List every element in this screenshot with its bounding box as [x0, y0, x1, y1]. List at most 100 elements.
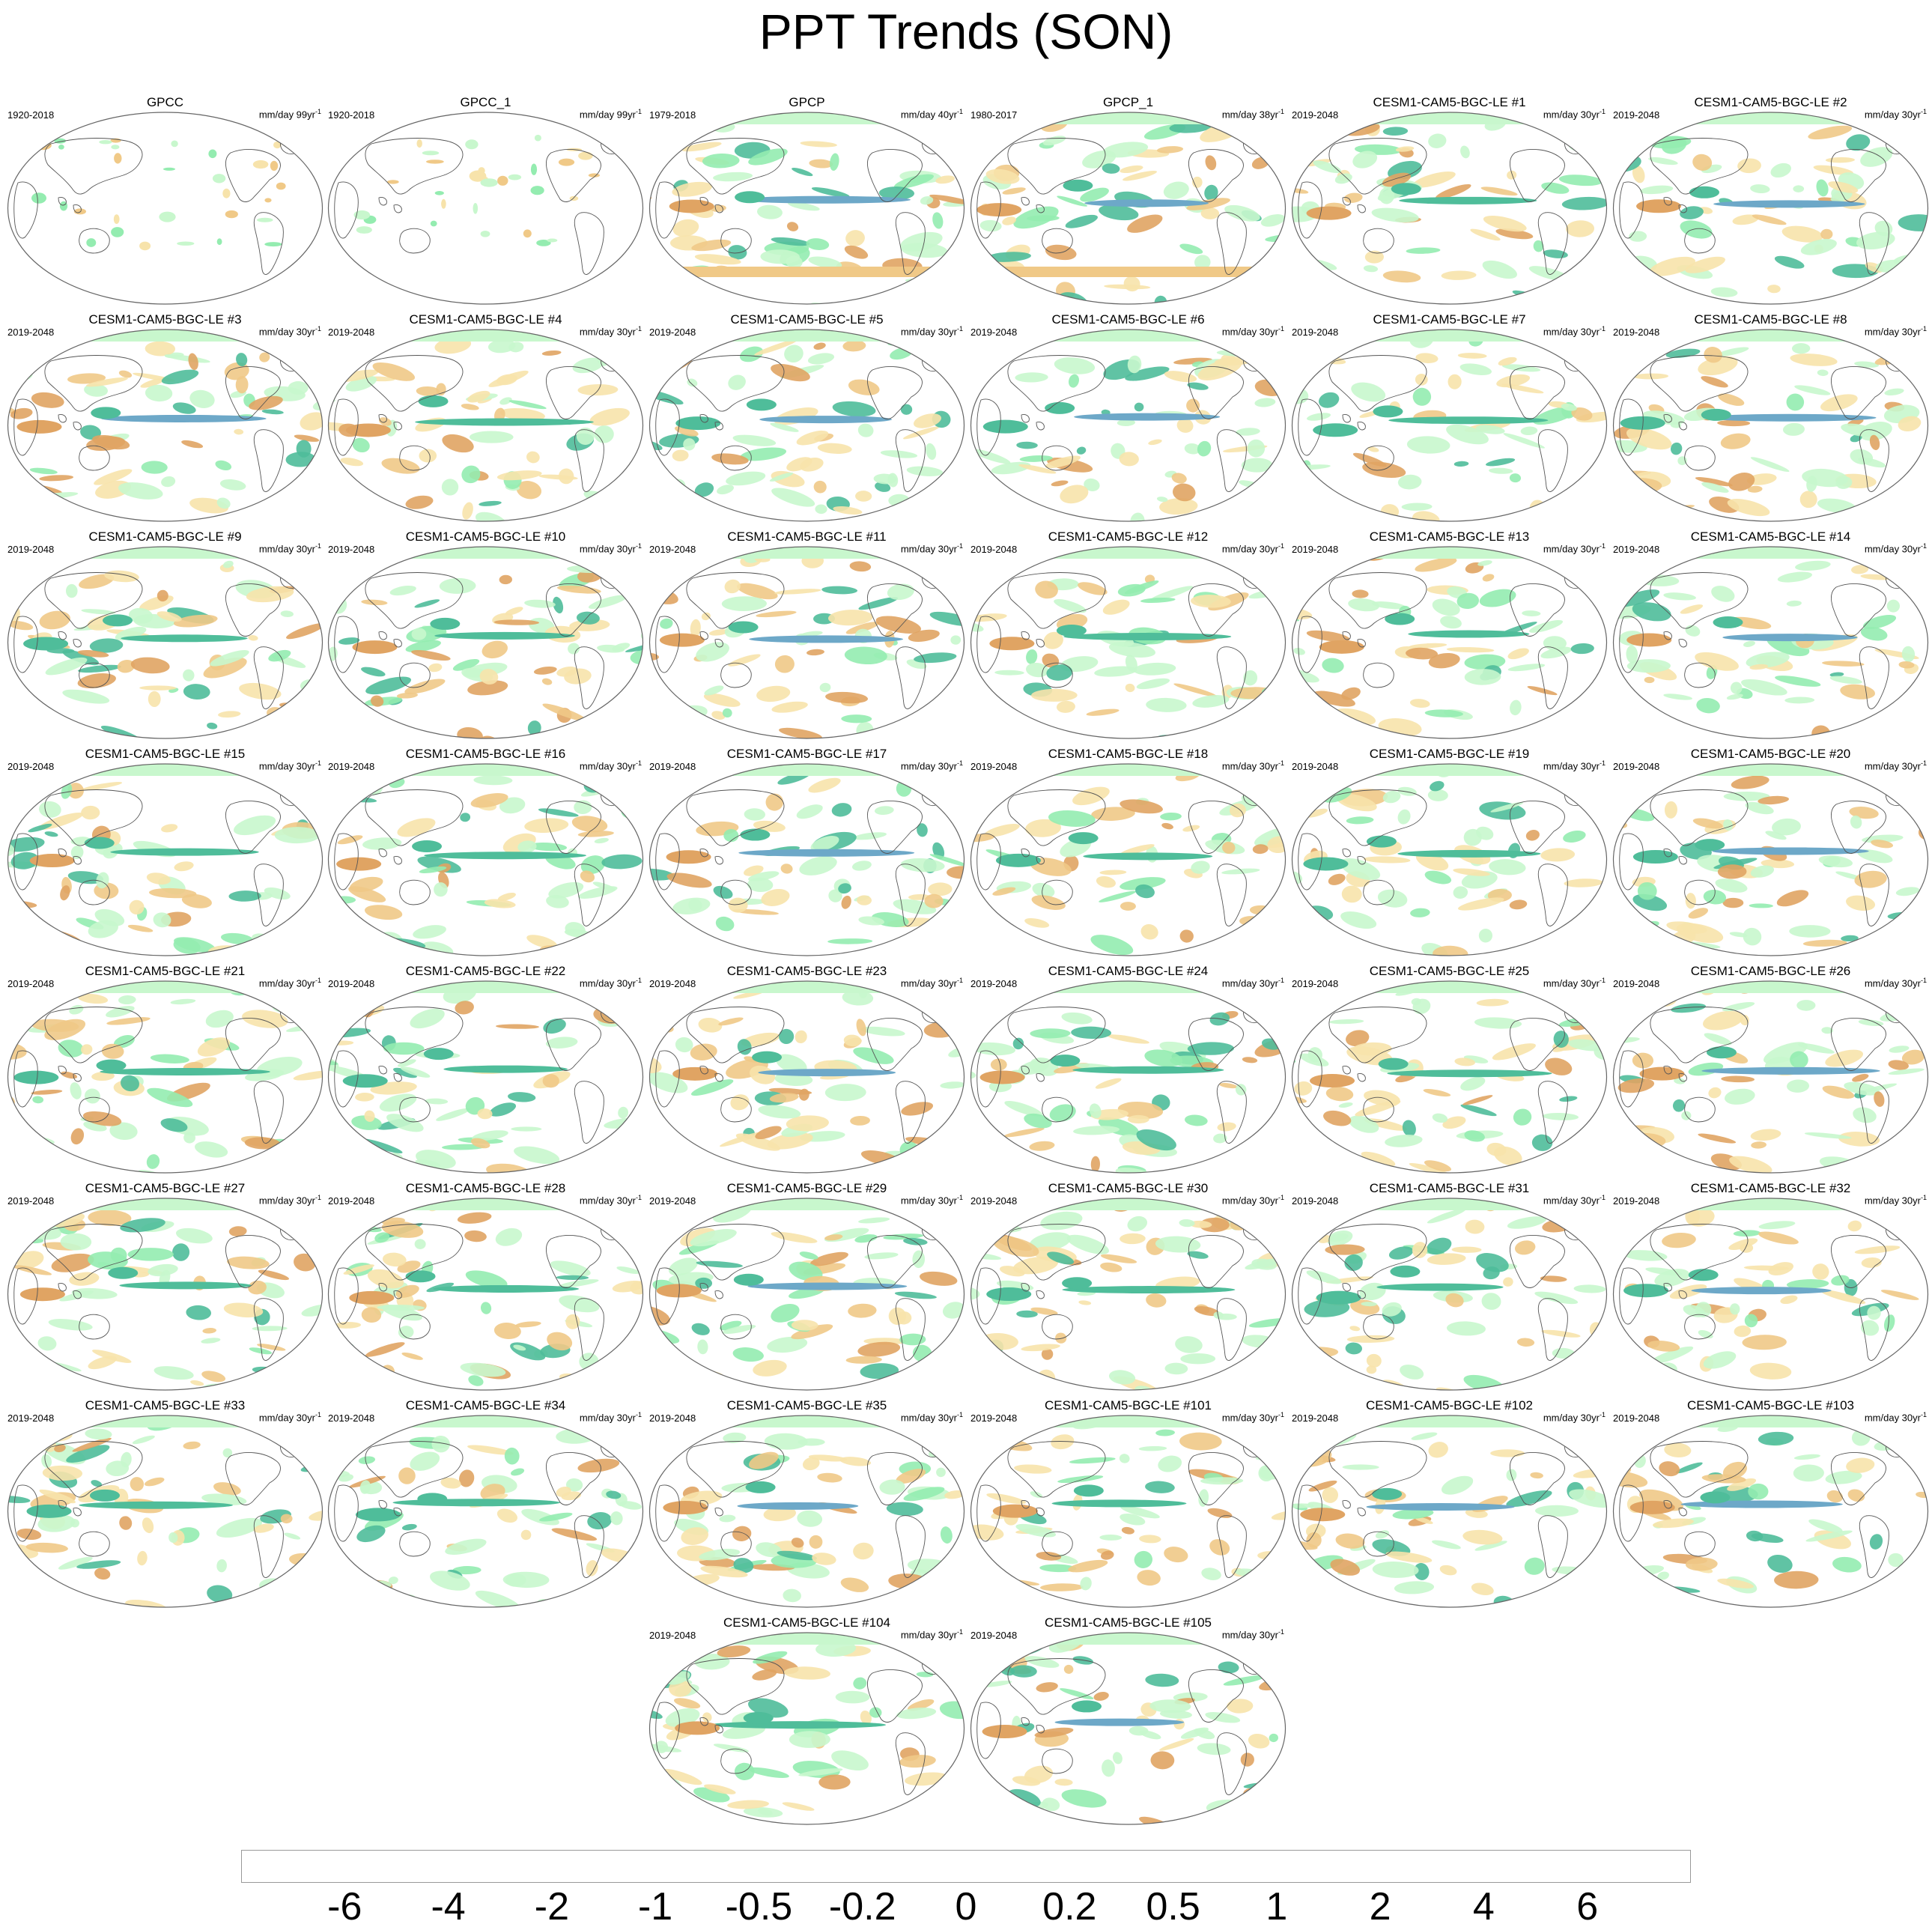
panel-units-exponent: -1 [315, 1411, 321, 1418]
panel-title: CESM1-CAM5-BGC-LE #13 [1369, 529, 1530, 544]
panel-units: mm/day 30yr-1 [259, 974, 321, 989]
panel-title: CESM1-CAM5-BGC-LE #29 [726, 1181, 887, 1195]
panel-title: CESM1-CAM5-BGC-LE #101 [1045, 1398, 1212, 1412]
panel-units: mm/day 40yr-1 [901, 106, 963, 121]
world-map [7, 329, 323, 522]
panel-units: mm/day 99yr-1 [259, 106, 321, 121]
panel-units-text: mm/day 99yr [258, 109, 315, 121]
panel-period: 2019-2048 [7, 544, 55, 555]
colorbar-tick-label: -0.2 [828, 1885, 896, 1929]
panel-period: 2019-2048 [1613, 1412, 1660, 1424]
panel-units: mm/day 30yr-1 [259, 540, 321, 555]
panel-title: CESM1-CAM5-BGC-LE #3 [88, 312, 242, 327]
panel-period: 2019-2048 [7, 1195, 55, 1207]
panel-units-exponent: -1 [1920, 977, 1927, 984]
panel-units-text: mm/day 30yr [900, 1629, 957, 1641]
panel-units-exponent: -1 [1599, 108, 1606, 115]
panel-title: CESM1-CAM5-BGC-LE #25 [1369, 964, 1530, 978]
world-map [1291, 980, 1608, 1174]
map-panel: CESM1-CAM5-BGC-LE #33 2019-2048 mm/day 30y… [6, 1398, 324, 1611]
panel-units: mm/day 30yr-1 [901, 974, 963, 989]
colorbar-tick-label: 6 [1576, 1885, 1599, 1929]
panel-units: mm/day 99yr-1 [580, 106, 642, 121]
panel-units: mm/day 30yr-1 [1543, 1192, 1606, 1207]
panel-units: mm/day 30yr-1 [1222, 1192, 1284, 1207]
panel-units: mm/day 30yr-1 [1543, 1409, 1606, 1424]
panel-units-exponent: -1 [1278, 1628, 1284, 1636]
colorbar-tick-label: 0 [955, 1885, 977, 1929]
panel-units-text: mm/day 30yr [579, 543, 636, 555]
panel-title: CESM1-CAM5-BGC-LE #7 [1373, 312, 1526, 327]
panel-units-text: mm/day 30yr [1221, 1195, 1278, 1207]
panel-title: CESM1-CAM5-BGC-LE #27 [85, 1181, 246, 1195]
map-panel: CESM1-CAM5-BGC-LE #10 2019-2048 mm/day 30y… [326, 529, 645, 742]
colorbar [241, 1850, 1691, 1883]
panel-period: 2019-2048 [328, 327, 375, 338]
panel-period: 2019-2048 [649, 1195, 696, 1207]
panel-title: CESM1-CAM5-BGC-LE #30 [1048, 1181, 1209, 1195]
panel-units: mm/day 30yr-1 [580, 1409, 642, 1424]
world-map [327, 1198, 644, 1391]
panel-units-exponent: -1 [1278, 108, 1284, 115]
panel-units-exponent: -1 [635, 108, 642, 115]
panel-units: mm/day 30yr-1 [580, 1192, 642, 1207]
panel-title: CESM1-CAM5-BGC-LE #102 [1366, 1398, 1533, 1412]
colorbar-tick-label: -6 [327, 1885, 362, 1929]
panel-units-text: mm/day 30yr [579, 1412, 636, 1424]
world-map [327, 329, 644, 522]
panel-units: mm/day 30yr-1 [1543, 757, 1606, 772]
world-map [1291, 546, 1608, 739]
panel-title: CESM1-CAM5-BGC-LE #26 [1690, 964, 1851, 978]
panel-units: mm/day 30yr-1 [901, 1626, 963, 1641]
panel-period: 2019-2048 [1613, 978, 1660, 989]
panel-period: 2019-2048 [1613, 544, 1660, 555]
panel-units-exponent: -1 [315, 1194, 321, 1201]
world-map [1291, 329, 1608, 522]
panel-units-exponent: -1 [635, 325, 642, 333]
world-map [1612, 329, 1929, 522]
panel-title: CESM1-CAM5-BGC-LE #20 [1690, 747, 1851, 761]
world-map [648, 763, 965, 956]
map-panel: CESM1-CAM5-BGC-LE #19 2019-2048 mm/day 30y… [1290, 746, 1609, 959]
panel-title: CESM1-CAM5-BGC-LE #6 [1051, 312, 1205, 327]
panel-title: CESM1-CAM5-BGC-LE #23 [726, 964, 887, 978]
map-panel: CESM1-CAM5-BGC-LE #26 2019-2048 mm/day 30y… [1611, 963, 1930, 1177]
world-map [648, 1415, 965, 1608]
map-panel: CESM1-CAM5-BGC-LE #13 2019-2048 mm/day 30y… [1290, 529, 1609, 742]
panel-title: CESM1-CAM5-BGC-LE #18 [1048, 747, 1209, 761]
panel-units-exponent: -1 [956, 977, 963, 984]
panel-units-text: mm/day 30yr [1864, 543, 1921, 555]
panel-units-text: mm/day 30yr [1221, 1629, 1278, 1641]
panel-period: 2019-2048 [649, 327, 696, 338]
panel-units-exponent: -1 [1920, 759, 1927, 767]
panel-units-text: mm/day 30yr [900, 977, 957, 989]
panel-units-text: mm/day 30yr [1221, 1412, 1278, 1424]
panel-period: 2019-2048 [1292, 327, 1339, 338]
panel-units: mm/day 30yr-1 [1865, 1409, 1927, 1424]
panel-period: 2019-2048 [649, 761, 696, 772]
panel-title: CESM1-CAM5-BGC-LE #12 [1048, 529, 1209, 544]
map-panel: GPCP 1979-2018 mm/day 40yr-1 [648, 94, 966, 308]
panel-title: GPCP [789, 95, 825, 109]
panel-units-text: mm/day 30yr [579, 760, 636, 772]
panel-period: 2019-2048 [328, 761, 375, 772]
panel-period: 2019-2048 [7, 761, 55, 772]
panel-period: 2019-2048 [1292, 1195, 1339, 1207]
map-panel: CESM1-CAM5-BGC-LE #31 2019-2048 mm/day 30y… [1290, 1180, 1609, 1394]
panel-period: 2019-2048 [7, 1412, 55, 1424]
panel-units-exponent: -1 [1599, 759, 1606, 767]
map-panel: GPCC_1 1920-2018 mm/day 99yr-1 [326, 94, 645, 308]
panel-units-text: mm/day 30yr [1543, 109, 1600, 121]
world-map [970, 329, 1287, 522]
world-map [327, 546, 644, 739]
panel-units-text: mm/day 30yr [1864, 977, 1921, 989]
panel-title: CESM1-CAM5-BGC-LE #1 [1373, 95, 1526, 109]
panel-units: mm/day 38yr-1 [1222, 106, 1284, 121]
world-map [7, 763, 323, 956]
world-map [7, 112, 323, 305]
panel-period: 2019-2048 [649, 544, 696, 555]
panel-period: 2019-2048 [970, 761, 1018, 772]
panel-period: 1920-2018 [7, 109, 55, 121]
panel-title: CESM1-CAM5-BGC-LE #10 [405, 529, 566, 544]
panel-units: mm/day 30yr-1 [259, 1409, 321, 1424]
